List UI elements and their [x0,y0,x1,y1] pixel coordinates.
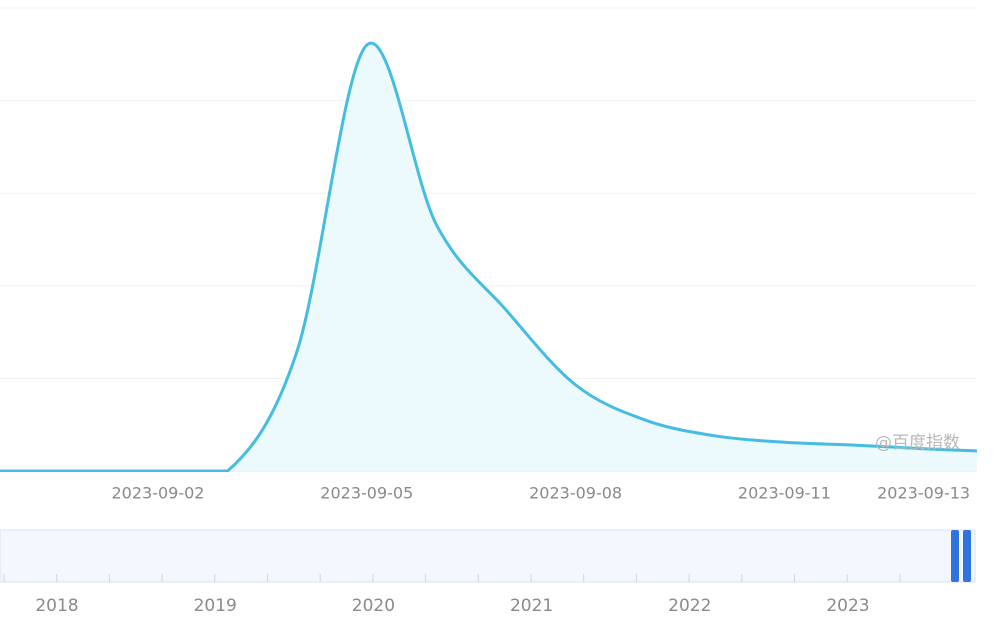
x-tick-label: 2023-09-02 [112,484,205,503]
range-slider[interactable] [0,529,976,583]
overview-year-label: 2023 [826,596,869,616]
slider-handle-right[interactable] [963,530,971,582]
x-tick-label: 2023-09-08 [529,484,622,503]
overview-year-label: 2022 [668,596,711,616]
area [0,43,977,471]
overview-axis: 2018 2019 2020 2021 2022 2023 [3,574,954,616]
x-tick-label: 2023-09-13 [877,484,970,503]
line [0,41,977,472]
slider-handle-left[interactable] [951,530,959,582]
overview-year-label: 2020 [352,596,395,616]
watermark: @百度指数 [875,433,960,453]
overview-year-label: 2019 [194,596,237,616]
overview-year-label: 2018 [35,596,78,616]
x-tick-label: 2023-09-05 [320,484,413,503]
overview-year-label: 2021 [510,596,553,616]
x-tick-label: 2023-09-11 [738,484,831,503]
plot-area [0,41,977,472]
x-axis: 2023-08-302023-09-022023-09-052023-09-08… [112,484,971,503]
